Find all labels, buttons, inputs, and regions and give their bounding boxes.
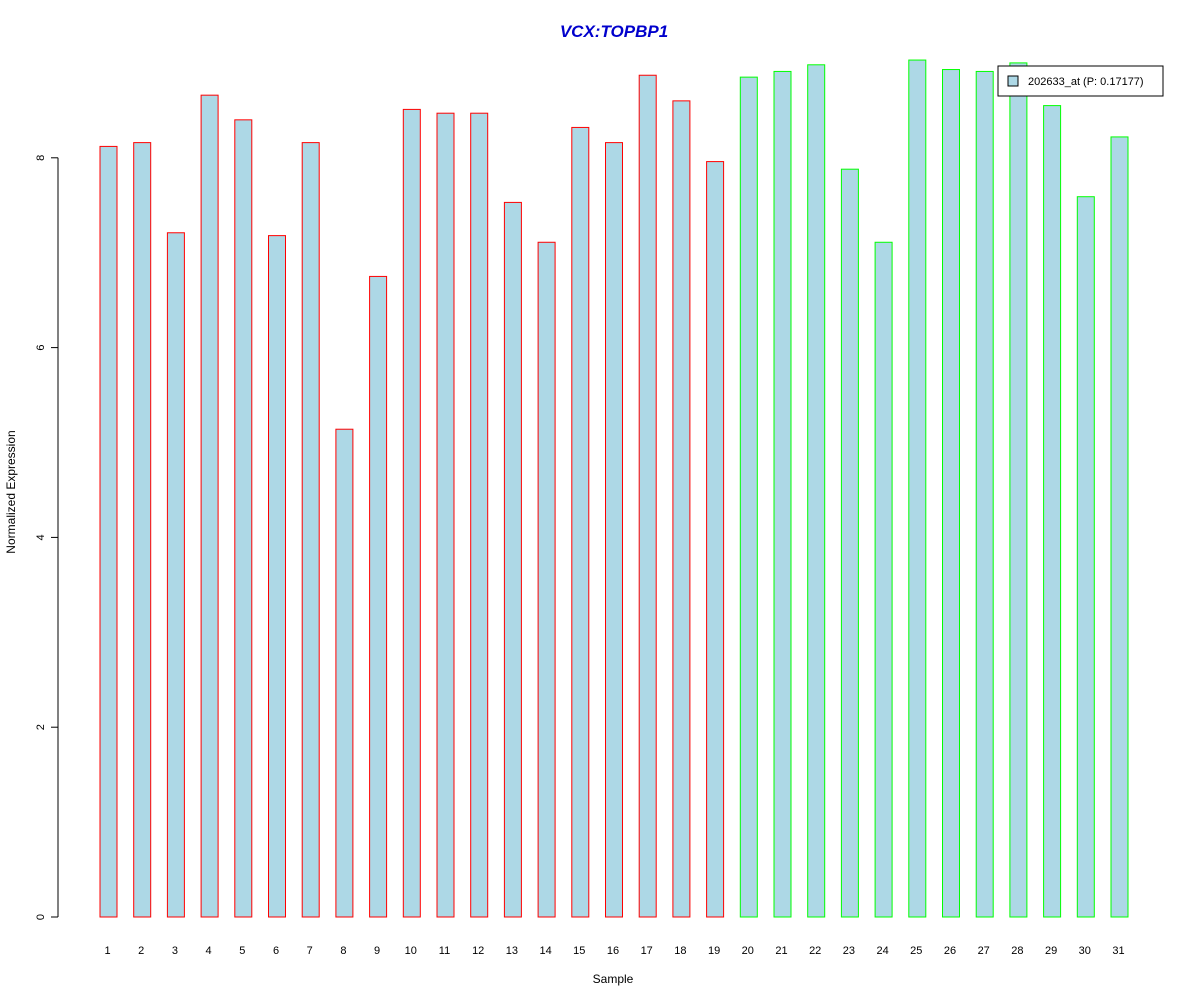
bar-sample-31 — [1110, 136, 1129, 918]
chart-title: VCX:TOPBP1 — [560, 22, 668, 41]
x-tick-label: 14 — [539, 945, 551, 957]
x-tick-label: 16 — [607, 945, 619, 957]
x-tick-label: 20 — [742, 945, 754, 957]
x-tick-label: 12 — [472, 945, 484, 957]
y-axis-label: Normalized Expression — [4, 430, 18, 553]
bar-sample-11 — [436, 112, 455, 918]
y-tick-label: 8 — [35, 155, 47, 161]
bar-sample-24 — [874, 241, 893, 918]
legend: 202633_at (P: 0.17177) — [997, 65, 1164, 97]
bar-sample-9 — [369, 275, 388, 918]
bar-sample-6 — [268, 235, 286, 918]
y-axis: 0 2 4 6 8 — [35, 155, 59, 920]
bar-sample-27 — [975, 70, 994, 918]
y-tick-label: 2 — [35, 724, 47, 730]
legend-box — [997, 65, 1164, 97]
bar-sample-13 — [503, 201, 522, 918]
x-tick-label: 19 — [708, 945, 720, 957]
bar-sample-17 — [638, 74, 657, 918]
x-tick-label: 6 — [273, 945, 279, 957]
bar-sample-28 — [1009, 62, 1028, 918]
bar-sample-21 — [773, 70, 792, 918]
bar-sample-5 — [234, 119, 253, 918]
x-tick-label: 26 — [944, 945, 956, 957]
y-tick-label: 6 — [35, 345, 47, 351]
bar-sample-12 — [470, 112, 489, 918]
bar-sample-8 — [335, 428, 354, 918]
x-tick-label: 8 — [340, 945, 346, 957]
x-tick-label: 30 — [1079, 945, 1091, 957]
x-tick-label: 13 — [506, 945, 518, 957]
bar-sample-14 — [537, 241, 556, 918]
x-tick-label: 24 — [876, 945, 888, 957]
bar-sample-26 — [942, 69, 960, 918]
x-tick-label: 2 — [138, 945, 144, 957]
bar-sample-25 — [908, 59, 927, 918]
bar-sample-30 — [1076, 196, 1095, 918]
bar-sample-1 — [99, 145, 118, 918]
x-tick-label: 7 — [307, 945, 313, 957]
bar-sample-22 — [807, 64, 826, 918]
bar-sample-23 — [840, 168, 859, 918]
x-tick-label: 22 — [809, 945, 821, 957]
x-tick-label: 23 — [843, 945, 855, 957]
legend-swatch — [1007, 75, 1019, 87]
bar-sample-2 — [133, 142, 152, 918]
bars — [99, 59, 1129, 918]
bar-sample-3 — [166, 232, 185, 918]
x-tick-label: 11 — [439, 945, 450, 957]
x-axis-label: Sample — [593, 972, 634, 986]
x-tick-label: 1 — [104, 945, 110, 957]
bar-sample-7 — [301, 142, 320, 918]
x-tick-label: 18 — [674, 945, 686, 957]
bar-sample-18 — [672, 100, 691, 918]
x-tick-label: 21 — [775, 945, 787, 957]
x-tick-label: 31 — [1112, 945, 1124, 957]
x-tick-label: 15 — [573, 945, 585, 957]
y-tick-label: 4 — [35, 534, 47, 540]
bar-sample-29 — [1043, 105, 1062, 918]
x-tick-label: 25 — [910, 945, 922, 957]
bar-sample-19 — [706, 161, 725, 918]
bar-sample-15 — [571, 126, 590, 918]
bar-sample-4 — [200, 94, 219, 918]
bar-sample-16 — [605, 142, 623, 918]
x-tick-label: 27 — [978, 945, 990, 957]
legend-label: 202633_at (P: 0.17177) — [1028, 76, 1144, 88]
x-tick-label: 3 — [172, 945, 178, 957]
x-tick-label: 4 — [206, 945, 212, 957]
x-tick-label: 28 — [1011, 945, 1023, 957]
x-tick-label: 10 — [405, 945, 417, 957]
x-tick-label: 17 — [641, 945, 653, 957]
bar-sample-10 — [402, 108, 421, 918]
x-tick-label: 9 — [374, 945, 380, 957]
x-axis-tick-labels: 1 2 3 4 5 6 7 8 9 10 11 12 13 14 15 16 17 18 19 20 21 22 23 24 2… — [104, 945, 1124, 957]
y-tick-label: 0 — [35, 914, 47, 920]
x-tick-label: 29 — [1045, 945, 1057, 957]
x-tick-label: 5 — [239, 945, 245, 957]
bar-sample-20 — [739, 76, 758, 918]
